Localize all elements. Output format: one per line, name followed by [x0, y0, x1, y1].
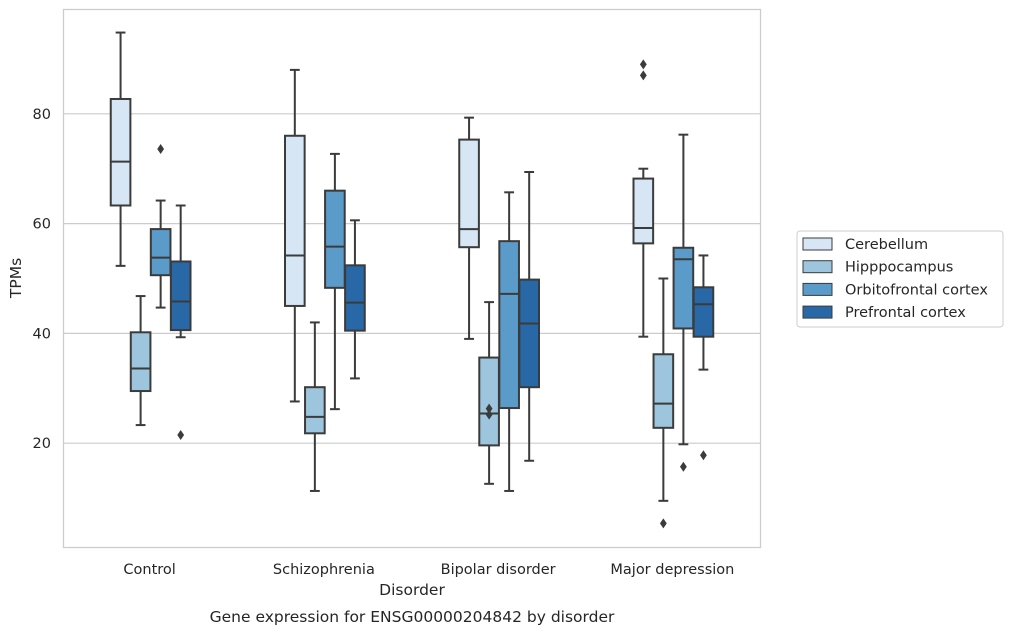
- legend-swatch-cerebellum: [802, 237, 833, 251]
- box-body: [283, 134, 306, 307]
- box-orbitofrontal-cortex-control: [149, 143, 172, 309]
- box-body: [692, 286, 715, 338]
- legend-label-prefrontal-cortex: Prefrontal cortex: [845, 305, 966, 321]
- y-tick-label-20: 20: [33, 436, 51, 452]
- legend-label-hipppocampus: Hipppocampus: [845, 260, 953, 276]
- box-cerebellum-major-depression: [632, 59, 655, 338]
- box-body: [344, 264, 366, 332]
- box-body: [458, 138, 480, 249]
- box-cerebellum-control: [109, 31, 132, 267]
- x-tick-labels: Control Schizophrenia Bipolar disorder Majo…: [123, 562, 734, 578]
- box-body: [169, 260, 192, 332]
- legend-swatch-prefrontal-cortex: [802, 305, 833, 319]
- chart-title: Gene expression for ENSG00000204842 by d…: [210, 608, 615, 626]
- plot-frame: [62, 8, 762, 549]
- box-body: [109, 97, 132, 207]
- box-prefrontal-cortex-major-depression: [692, 254, 715, 461]
- box-cerebellum-bipolar-disorder: [458, 116, 480, 340]
- y-tick-label-60: 60: [33, 217, 51, 233]
- box-orbitofrontal-cortex-major-depression: [672, 133, 695, 472]
- x-tick-label-control: Control: [123, 562, 175, 578]
- y-tick-label-80: 80: [33, 107, 51, 123]
- box-body: [129, 331, 152, 393]
- box-cerebellum-schizophrenia: [283, 68, 306, 403]
- box-body: [324, 189, 346, 289]
- box-body: [149, 228, 172, 277]
- legend-swatch-orbitofrontal-cortex: [802, 282, 833, 296]
- legend-label-orbitofrontal-cortex: Orbitofrontal cortex: [845, 282, 988, 298]
- box-body: [478, 356, 500, 447]
- box-hipppocampus-control: [129, 295, 152, 427]
- y-axis-label: TPMs: [7, 258, 25, 299]
- box-body: [652, 353, 675, 429]
- box-hipppocampus-schizophrenia: [304, 321, 326, 492]
- x-axis-label: Disorder: [379, 581, 445, 599]
- x-tick-label-bipolar-disorder: Bipolar disorder: [441, 562, 556, 578]
- legend: Cerebellum Hipppocampus Orbitofrontal cort…: [796, 230, 1004, 328]
- outlier-marker: [639, 59, 647, 70]
- legend-frame: [796, 230, 1004, 328]
- y-tick-label-40: 40: [33, 326, 51, 342]
- box-prefrontal-cortex-control: [169, 204, 192, 440]
- outlier-marker: [177, 429, 185, 440]
- outlier-marker: [679, 461, 687, 472]
- outlier-marker: [700, 450, 707, 461]
- outlier-marker: [659, 518, 667, 529]
- box-body: [498, 240, 520, 410]
- legend-label-cerebellum: Cerebellum: [845, 237, 928, 253]
- outlier-marker: [639, 70, 647, 81]
- box-prefrontal-cortex-schizophrenia: [344, 219, 366, 380]
- outlier-marker: [157, 143, 165, 154]
- box-body: [304, 386, 326, 435]
- outlier-marker: [485, 409, 493, 420]
- boxes: [109, 31, 715, 529]
- x-tick-label-schizophrenia: Schizophrenia: [273, 562, 375, 578]
- outlier-marker: [485, 403, 493, 414]
- box-body: [632, 177, 655, 245]
- box-prefrontal-cortex-bipolar-disorder: [518, 170, 541, 462]
- box-orbitofrontal-cortex-schizophrenia: [324, 152, 346, 411]
- box-body: [518, 278, 541, 389]
- legend-swatch-hipppocampus: [802, 260, 833, 274]
- box-hipppocampus-major-depression: [652, 277, 675, 529]
- y-tick-labels: 20 40 60 80: [33, 107, 51, 452]
- x-tick-label-major-depression: Major depression: [610, 562, 734, 578]
